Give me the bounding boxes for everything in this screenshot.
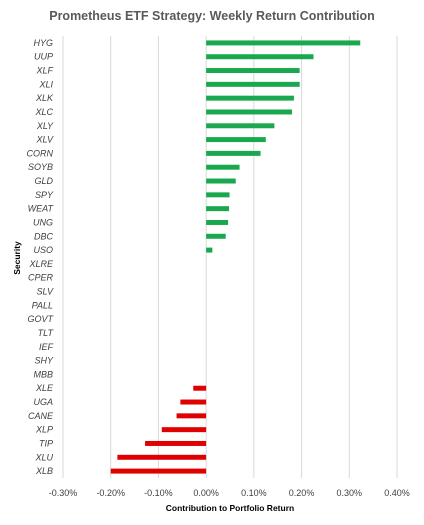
bar [206,178,236,184]
category-label: IEF [39,342,54,352]
bar [206,68,300,74]
bar [206,95,294,101]
category-label: SOYB [28,162,53,172]
category-label: USO [33,245,53,255]
category-label: SLV [36,287,54,297]
bar [206,233,226,239]
category-label: CPER [28,273,54,283]
bar [206,150,261,156]
x-tick-labels: -0.30% -0.20% -0.10% 0.00% 0.10% 0.20% 0.30% 0.… [49,488,410,498]
category-label: PALL [32,300,53,310]
category-label: GLD [34,176,53,186]
category-label: UNG [33,217,53,227]
category-label: UUP [34,52,53,62]
bars [110,40,361,474]
category-label: GOVT [27,314,54,324]
category-label: DBC [34,231,54,241]
bar [206,206,230,212]
category-label: XLB [35,466,53,476]
category-label: HYG [33,38,53,48]
chart-title: Prometheus ETF Strategy: Weekly Return C… [49,9,375,23]
bar [206,123,275,129]
y-axis-label: Security [12,241,22,275]
bar [206,109,293,115]
bar [206,219,229,225]
category-label: TIP [39,438,53,448]
gridlines [62,36,398,478]
x-tick-label: 0.40% [384,488,410,498]
bar [176,413,207,419]
category-label: XLC [34,107,53,117]
bar [206,81,300,87]
bar [117,454,207,460]
bar [206,137,266,143]
bar [193,385,207,391]
bar [206,192,230,198]
x-axis-label: Contribution to Portfolio Return [166,503,294,513]
bar [161,427,207,433]
x-tick-label: 0.20% [289,488,315,498]
category-label: XLE [35,383,54,393]
category-label: SHY [34,356,54,366]
x-tick-label: -0.20% [96,488,125,498]
category-label: XLK [35,93,54,103]
category-label: XLY [36,121,54,131]
category-label: XLV [35,135,54,145]
category-label: SPY [35,190,54,200]
category-label: CANE [28,411,54,421]
bar [145,440,207,446]
category-label: TLT [38,328,55,338]
category-labels: HYG UUP XLF XLI XLK XLC XLY XLV CORN SOYB GLD SPY WE… [27,38,55,476]
x-tick-label: -0.30% [49,488,78,498]
x-tick-label: -0.10% [144,488,173,498]
bar [206,164,240,170]
category-label: XLP [35,425,53,435]
category-label: XLU [34,452,53,462]
category-label: UGA [33,397,53,407]
bar [110,468,207,474]
x-tick-label: 0.00% [193,488,219,498]
bar [206,247,213,253]
x-tick-label: 0.30% [337,488,363,498]
x-tick-label: 0.10% [241,488,267,498]
category-label: MBB [33,369,53,379]
bar [206,40,361,46]
category-label: XLRE [28,259,54,269]
category-label: XLF [35,66,53,76]
bar [206,54,314,60]
bar [180,399,207,405]
category-label: CORN [27,148,54,158]
category-label: XLI [38,79,53,89]
category-label: WEAT [28,204,55,214]
